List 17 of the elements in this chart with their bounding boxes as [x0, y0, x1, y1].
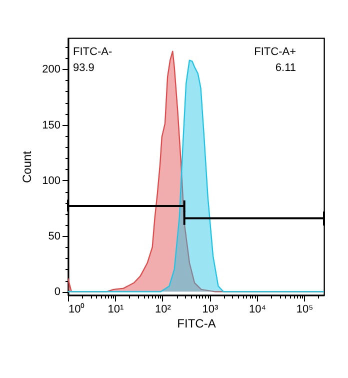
annotation: 6.11 — [275, 62, 296, 74]
y-tick-label: 200 — [42, 64, 60, 76]
y-tick-label: 50 — [48, 230, 60, 243]
x-tick-label: 10¹ — [108, 304, 124, 316]
annotation: 93.9 — [73, 62, 94, 74]
y-tick-label: 0 — [54, 286, 60, 298]
x-tick-label: 10⁵ — [296, 304, 314, 316]
x-tick-label: 10² — [155, 304, 172, 316]
y-tick-label: 100 — [42, 174, 60, 187]
y-tick-label: 150 — [42, 119, 60, 132]
x-tick-label: 10³ — [202, 304, 219, 316]
x-tick-label: 10⁰ — [68, 302, 85, 316]
annotation: FITC-A+ — [254, 46, 296, 58]
x-axis-title: FITC-A — [177, 316, 216, 330]
annotation: FITC-A- — [73, 46, 112, 58]
y-axis-title: Count — [20, 150, 34, 184]
x-tick-label: 10⁴ — [248, 304, 266, 316]
